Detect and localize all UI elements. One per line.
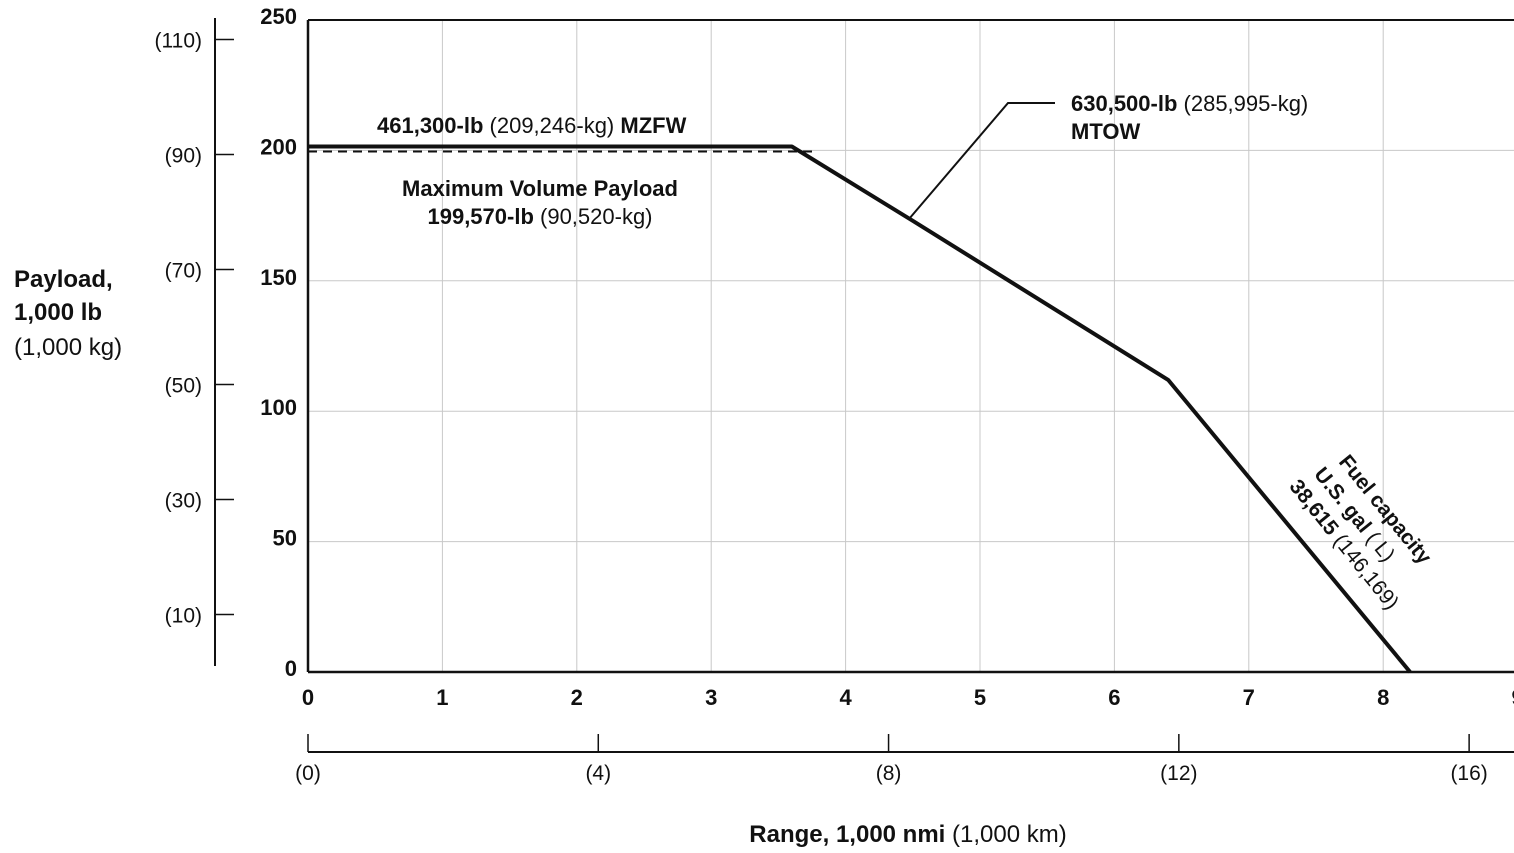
axes bbox=[214, 18, 1514, 753]
y-secondary-tick-label: (50) bbox=[165, 375, 202, 398]
y-tick-label: 250 bbox=[260, 4, 297, 29]
y-secondary-tick-label: (30) bbox=[165, 490, 202, 513]
y-tick-label: 0 bbox=[285, 656, 297, 681]
y-tick-label: 100 bbox=[260, 395, 297, 420]
x-tick-label: 7 bbox=[1243, 685, 1255, 710]
y-tick-label: 200 bbox=[260, 134, 297, 159]
y-secondary-tick-label: (10) bbox=[165, 605, 202, 628]
y-secondary-tick-label: (90) bbox=[165, 145, 202, 168]
x-axis-title: Range, 1,000 nmi (1,000 km) bbox=[749, 821, 1066, 848]
x-secondary-tick-label: (0) bbox=[295, 762, 321, 785]
max-volume-payload-annotation: Maximum Volume Payload 199,570-lb (90,52… bbox=[402, 176, 678, 229]
y-secondary-tick-label: (70) bbox=[165, 260, 202, 283]
series-lines bbox=[308, 144, 1412, 674]
x-tick-label: 8 bbox=[1377, 685, 1389, 710]
y-secondary-tick-label: (110) bbox=[155, 30, 202, 53]
mtow-annotation: 630,500-lb (285,995-kg) MTOW bbox=[908, 91, 1308, 220]
x-tick-label: 2 bbox=[571, 685, 583, 710]
series-line-payload-range bbox=[308, 144, 1412, 674]
x-tick-label: 1 bbox=[436, 685, 448, 710]
x-tick-label: 6 bbox=[1108, 685, 1120, 710]
x-tick-label: 0 bbox=[302, 685, 314, 710]
y-axis-title: Payload, 1,000 lb (1,000 kg) bbox=[14, 266, 122, 361]
x-tick-label: 9 bbox=[1511, 685, 1514, 710]
fuel-capacity-annotation: Fuel capacity U.S. gal ( L) 38,615 (146,… bbox=[1285, 451, 1436, 614]
x-secondary-tick-label: (4) bbox=[585, 762, 611, 785]
x-secondary-tick-label: (16) bbox=[1450, 762, 1487, 785]
x-tick-label: 4 bbox=[839, 685, 852, 710]
x-secondary-tick-label: (12) bbox=[1160, 762, 1197, 785]
mvp-line1: Maximum Volume Payload bbox=[402, 176, 678, 201]
x-tick-label: 5 bbox=[974, 685, 986, 710]
x-tick-label: 3 bbox=[705, 685, 717, 710]
x-secondary-tick-label: (8) bbox=[876, 762, 902, 785]
mzfw-annotation: 461,300-lb (209,246-kg) MZFW bbox=[377, 113, 687, 138]
mtow-line1: 630,500-lb (285,995-kg) bbox=[1071, 91, 1308, 116]
mtow-leader-line bbox=[908, 102, 1055, 220]
y-axis-title-unit: (1,000 kg) bbox=[14, 334, 122, 361]
mvp-line2: 199,570-lb (90,520-kg) bbox=[427, 204, 652, 229]
y-tick-label: 50 bbox=[273, 526, 297, 551]
mtow-line2: MTOW bbox=[1071, 119, 1140, 144]
tick-labels: 0 1 2 3 4 5 6 7 8 9 0 50 100 150 200 250 (0) (4) (8) (12) (1… bbox=[155, 4, 1514, 785]
y-tick-label: 150 bbox=[260, 265, 297, 290]
y-axis-title-bold: Payload, 1,000 lb bbox=[14, 266, 113, 326]
